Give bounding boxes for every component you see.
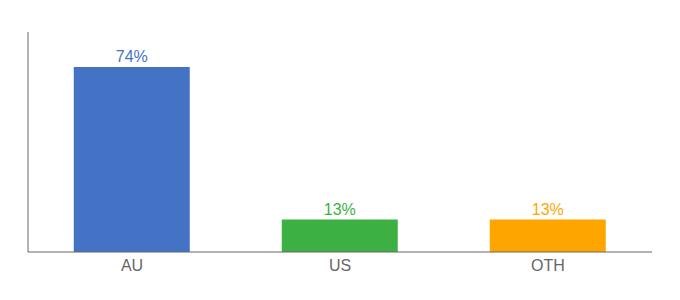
- svg-text:74%: 74%: [116, 48, 148, 65]
- svg-text:US: US: [329, 257, 351, 274]
- svg-text:13%: 13%: [324, 201, 356, 218]
- svg-text:AU: AU: [121, 257, 143, 274]
- svg-text:13%: 13%: [532, 201, 564, 218]
- svg-text:OTH: OTH: [531, 257, 565, 274]
